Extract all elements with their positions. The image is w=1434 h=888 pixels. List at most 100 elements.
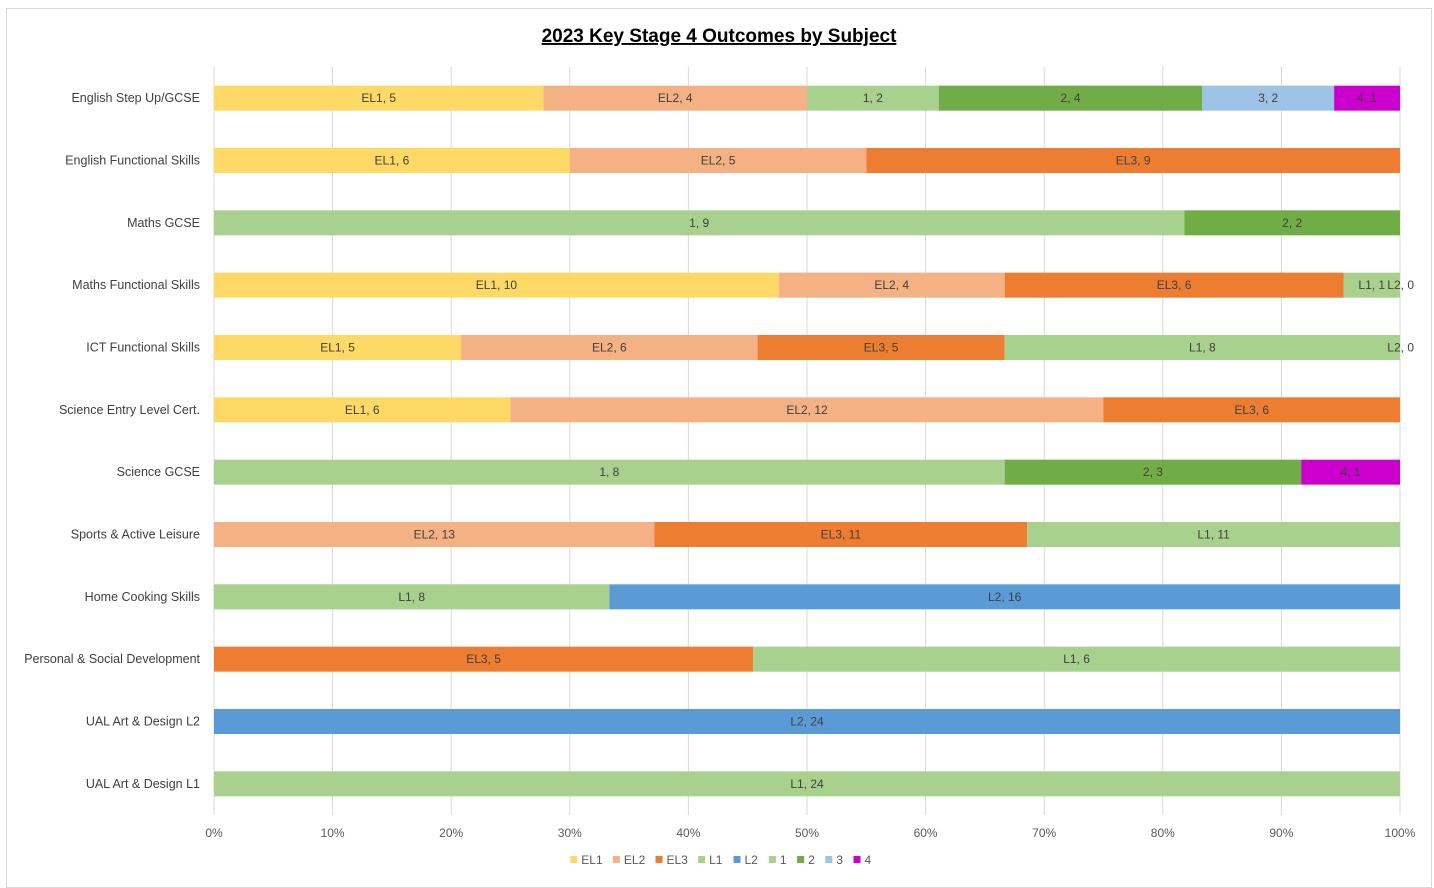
bar-segment [1301,459,1400,485]
category-label: ICT Functional Skills [86,341,200,355]
bar-segment [778,272,1005,298]
category-label: English Step Up/GCSE [71,91,200,105]
data-label: EL3, 9 [1116,154,1151,168]
x-tick-label: 30% [558,826,582,840]
category-label: Science Entry Level Cert. [59,403,200,417]
data-label: EL2, 4 [874,278,909,292]
data-label: EL1, 6 [345,403,380,417]
chart-title: 2023 Key Stage 4 Outcomes by Subject [542,26,897,47]
legend-label: 2 [808,853,815,867]
x-tick-label: 40% [676,826,700,840]
legend-label: 4 [865,853,872,867]
bar-segment [1004,459,1302,485]
legend-swatch [698,856,706,863]
x-tick-label: 10% [321,826,345,840]
data-label: EL2, 13 [414,528,456,542]
bar-segment [654,522,1028,547]
data-label: L2, 24 [790,715,824,729]
legend-label: 3 [836,853,843,867]
x-tick-label: 0% [205,826,223,840]
bar-segment [938,85,1203,111]
bar-segment [214,335,462,360]
data-label: L2, 16 [988,590,1022,604]
data-label: EL2, 5 [701,154,736,168]
data-label: L1, 1 [1358,278,1385,292]
data-label: 2, 4 [1061,91,1081,105]
bar-segment [807,85,939,111]
bar-segment [214,210,1185,236]
data-label: EL1, 6 [375,154,410,168]
legend-label: L2 [745,853,759,867]
category-labels: English Step Up/GCSE English Functional S… [24,91,200,791]
category-label: Personal & Social Development [24,652,200,666]
data-label: 3, 2 [1258,91,1278,105]
legend-label: EL3 [667,853,689,867]
data-label: L2, 0 [1387,278,1414,292]
data-label: L2, 0 [1387,341,1414,355]
data-label: 1, 8 [599,465,619,479]
x-tick-label: 90% [1269,826,1293,840]
x-axis-ticks: 0% 10% 20% 30% 40% 50% 60% 70% 80% 90% 100% [205,826,1415,840]
bar-segment [753,646,1400,672]
bar-segment [1103,397,1400,423]
category-label: Science GCSE [117,465,200,479]
legend-swatch [768,856,776,863]
data-label: EL1, 5 [361,91,396,105]
legend-swatch [655,856,663,863]
gridlines [213,67,1401,815]
bar-segment [214,646,754,672]
bar-segment [214,584,610,610]
bars: EL1, 5 EL2, 4 1, 2 2, 4 3, 2 4, 1 EL1, 6 EL2, 5… [214,85,1414,797]
x-tick-label: 60% [914,826,938,840]
bar-segment [214,85,544,111]
data-label: 2, 2 [1282,216,1302,230]
data-label: EL2, 4 [658,91,693,105]
legend-swatch [853,856,861,863]
x-tick-label: 50% [795,826,819,840]
data-label: 4, 1 [1357,91,1377,105]
bar-segment [866,148,1400,173]
bar-segment [609,584,1400,610]
x-tick-label: 100% [1385,826,1416,840]
category-label: UAL Art & Design L1 [86,777,200,791]
category-label: Maths Functional Skills [72,278,200,292]
legend: EL1 EL2 EL3 L1 L2 1 2 3 4 [570,853,872,867]
bar-segment [1184,210,1400,236]
bar-segment [1027,522,1400,547]
bar-segment [214,771,1400,797]
data-label: EL2, 12 [786,403,828,417]
data-label: EL3, 5 [466,652,501,666]
category-label: Maths GCSE [127,216,200,230]
data-label: L1, 8 [398,590,425,604]
data-label: EL2, 6 [592,341,627,355]
bar-segment [214,522,655,547]
data-label: EL3, 6 [1157,278,1192,292]
data-label: 1, 2 [863,91,883,105]
data-label: L1, 11 [1197,528,1230,542]
legend-label: L1 [709,853,723,867]
category-label: Home Cooking Skills [85,590,200,604]
data-label: L1, 6 [1063,652,1090,666]
x-tick-label: 20% [439,826,463,840]
bar-segment [214,459,1005,485]
legend-swatch [570,856,578,863]
bar-segment [1202,85,1335,111]
data-label: L1, 8 [1189,341,1216,355]
bar-segment [543,85,807,111]
bar-segment [510,397,1104,423]
category-label: Sports & Active Leisure [71,528,200,542]
bar-segment [569,148,867,173]
bar-segment [1004,272,1344,298]
legend-label: EL1 [581,853,603,867]
data-label: EL3, 11 [821,528,862,542]
x-tick-label: 80% [1151,826,1175,840]
data-label: EL1, 5 [320,341,355,355]
bar-segment [757,335,1005,360]
legend-label: 1 [780,853,787,867]
data-label: EL1, 10 [476,278,518,292]
data-label: L1, 24 [790,777,824,791]
legend-swatch [797,856,805,863]
data-label: 2, 3 [1143,465,1163,479]
legend-label: EL2 [624,853,646,867]
